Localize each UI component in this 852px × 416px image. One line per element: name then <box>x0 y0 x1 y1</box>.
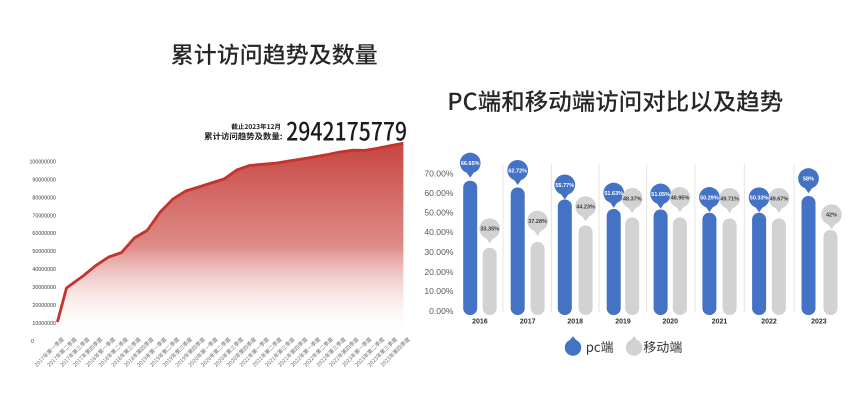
svg-text:2018: 2018 <box>567 319 583 326</box>
svg-text:70.00%: 70.00% <box>424 169 454 179</box>
svg-text:70000000: 70000000 <box>32 213 56 219</box>
svg-text:30.00%: 30.00% <box>424 247 454 257</box>
svg-text:2023: 2023 <box>811 319 827 326</box>
svg-text:33.35%: 33.35% <box>480 227 499 233</box>
svg-text:2022: 2022 <box>761 319 777 326</box>
svg-text:0.00%: 0.00% <box>429 306 454 316</box>
svg-text:2017: 2017 <box>520 319 536 326</box>
svg-text:50.29%: 50.29% <box>700 195 719 201</box>
svg-text:10000000: 10000000 <box>32 321 56 327</box>
svg-text:80000000: 80000000 <box>32 195 56 201</box>
svg-text:48.37%: 48.37% <box>623 196 642 202</box>
svg-text:66.65%: 66.65% <box>461 161 480 167</box>
svg-text:40.00%: 40.00% <box>424 227 454 237</box>
svg-text:55.77%: 55.77% <box>555 183 574 189</box>
svg-text:20000000: 20000000 <box>32 303 56 309</box>
svg-text:62.72%: 62.72% <box>508 168 527 174</box>
svg-text:50.00%: 50.00% <box>424 208 454 218</box>
svg-text:20.00%: 20.00% <box>424 267 454 277</box>
svg-text:50.33%: 50.33% <box>750 196 769 202</box>
svg-text:90000000: 90000000 <box>32 177 56 183</box>
svg-text:2020: 2020 <box>663 319 679 326</box>
svg-text:2016: 2016 <box>472 319 488 326</box>
svg-text:0: 0 <box>31 339 34 345</box>
svg-text:40000000: 40000000 <box>32 267 56 273</box>
svg-text:2021: 2021 <box>712 319 728 326</box>
svg-text:60000000: 60000000 <box>32 231 56 237</box>
svg-text:44.23%: 44.23% <box>576 205 595 211</box>
svg-text:51.05%: 51.05% <box>651 192 670 198</box>
svg-text:48.95%: 48.95% <box>671 195 690 201</box>
svg-text:10.00%: 10.00% <box>424 286 454 296</box>
svg-text:51.63%: 51.63% <box>604 191 623 197</box>
svg-text:58%: 58% <box>803 177 814 183</box>
svg-text:2019: 2019 <box>615 319 631 326</box>
svg-text:60.00%: 60.00% <box>424 188 454 198</box>
svg-text:49.67%: 49.67% <box>770 196 789 202</box>
svg-text:49.71%: 49.71% <box>720 196 739 202</box>
svg-text:37.28%: 37.28% <box>528 219 547 225</box>
svg-text:30000000: 30000000 <box>32 285 56 291</box>
svg-text:42%: 42% <box>826 213 837 219</box>
svg-text:50000000: 50000000 <box>32 249 56 255</box>
svg-text:100000000: 100000000 <box>29 159 56 165</box>
